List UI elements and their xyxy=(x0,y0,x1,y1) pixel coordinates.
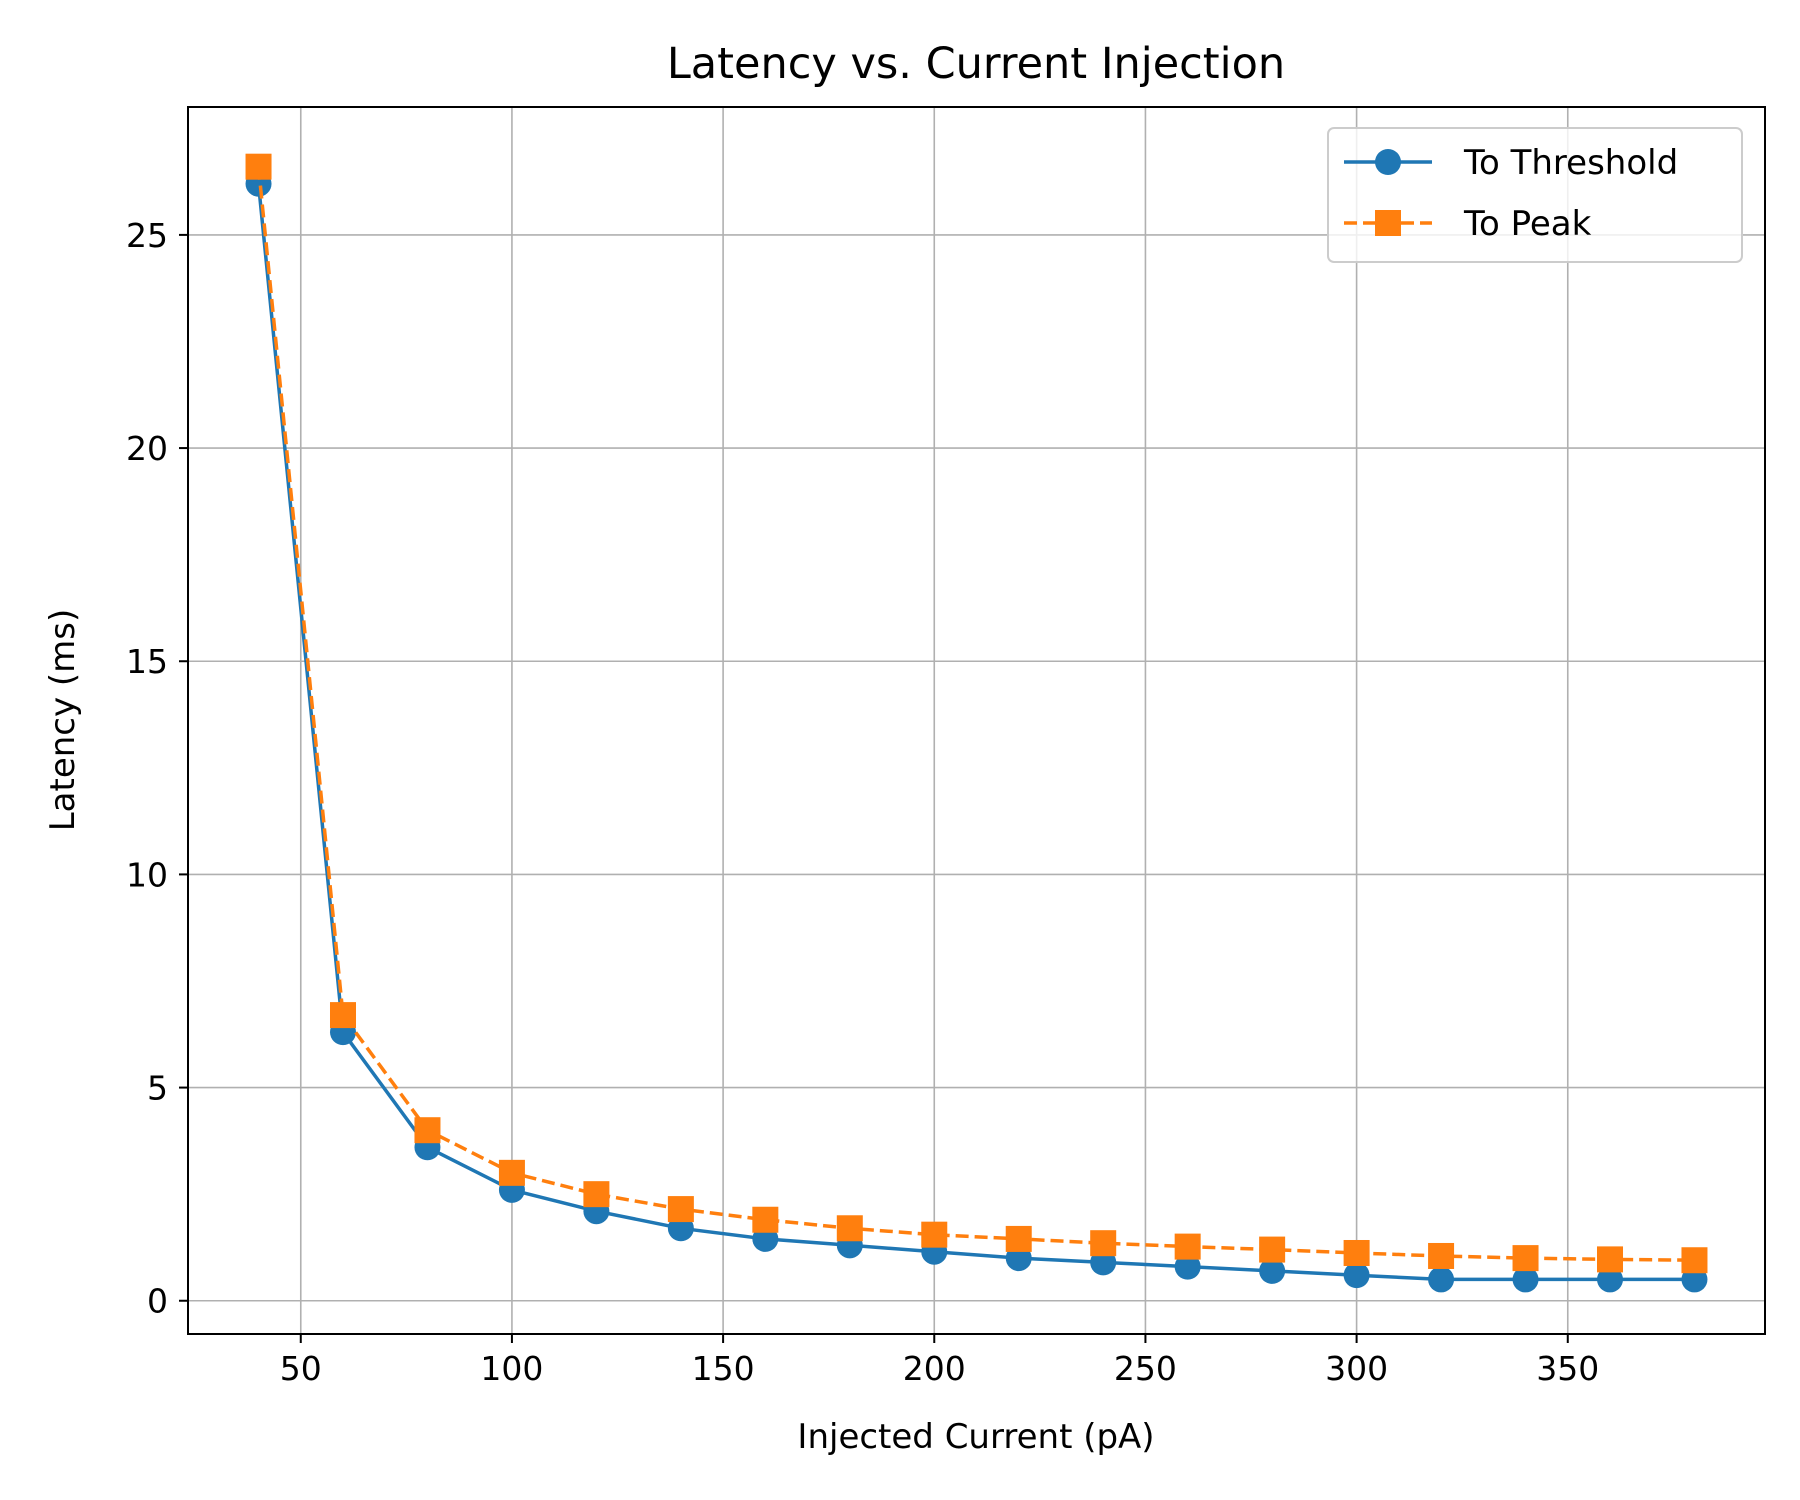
legend: To Threshold To Peak xyxy=(1327,127,1743,263)
series-layer xyxy=(245,153,1708,1293)
point-to-peak xyxy=(1512,1245,1539,1272)
tick-layer: 50 100 150 200 250 300 350 0 5 10 15 20 25 xyxy=(126,216,1599,1388)
point-to-threshold xyxy=(1259,1257,1286,1284)
point-to-peak xyxy=(414,1117,441,1144)
point-to-peak xyxy=(667,1196,694,1223)
y-tick-label: 25 xyxy=(126,216,168,255)
point-to-peak xyxy=(1174,1233,1201,1260)
series-line-to-threshold xyxy=(256,183,1695,1282)
plot-frame xyxy=(187,106,1766,1335)
grid-layer xyxy=(188,107,1765,1334)
point-to-peak xyxy=(1343,1239,1370,1266)
point-to-peak xyxy=(1005,1225,1032,1252)
y-tick-label: 10 xyxy=(126,855,168,894)
point-to-peak xyxy=(836,1215,863,1242)
point-to-peak xyxy=(752,1206,779,1233)
x-tick-label: 300 xyxy=(1325,1349,1388,1388)
legend-peak-label: To Peak xyxy=(1463,204,1592,244)
point-to-peak xyxy=(1681,1247,1708,1274)
y-tick-label: 20 xyxy=(126,429,168,468)
x-tick-label: 100 xyxy=(480,1349,543,1388)
y-axis-label: Latency (ms) xyxy=(43,609,83,832)
legend-peak-marker xyxy=(1375,210,1401,236)
point-to-threshold xyxy=(1343,1262,1370,1289)
x-axis-label: Injected Current (pA) xyxy=(797,1417,1154,1457)
x-tick-label: 250 xyxy=(1114,1349,1177,1388)
point-to-peak xyxy=(329,1002,356,1029)
x-tick-label: 50 xyxy=(280,1349,322,1388)
legend-threshold-marker xyxy=(1375,149,1401,175)
x-tick-label: 200 xyxy=(903,1349,966,1388)
point-to-threshold xyxy=(1174,1253,1201,1280)
point-to-peak xyxy=(498,1159,525,1186)
point-to-peak xyxy=(1428,1242,1455,1269)
y-tick-label: 15 xyxy=(126,642,168,681)
point-to-peak xyxy=(245,153,272,180)
point-to-peak xyxy=(1597,1246,1624,1273)
point-to-peak xyxy=(583,1181,610,1208)
point-to-peak xyxy=(1090,1230,1117,1257)
point-to-peak xyxy=(921,1221,948,1248)
point-to-peak xyxy=(1259,1236,1286,1263)
point-to-threshold xyxy=(1597,1266,1624,1293)
point-to-threshold xyxy=(1428,1266,1455,1293)
x-tick-label: 150 xyxy=(692,1349,755,1388)
y-tick-label: 0 xyxy=(147,1282,168,1321)
y-tick-label: 5 xyxy=(147,1069,168,1108)
chart-title: Latency vs. Current Injection xyxy=(667,39,1285,89)
legend-threshold-label: To Threshold xyxy=(1463,143,1678,183)
point-to-threshold xyxy=(1512,1266,1539,1293)
series-line-to-peak xyxy=(256,166,1695,1262)
x-tick-label: 350 xyxy=(1536,1349,1599,1388)
